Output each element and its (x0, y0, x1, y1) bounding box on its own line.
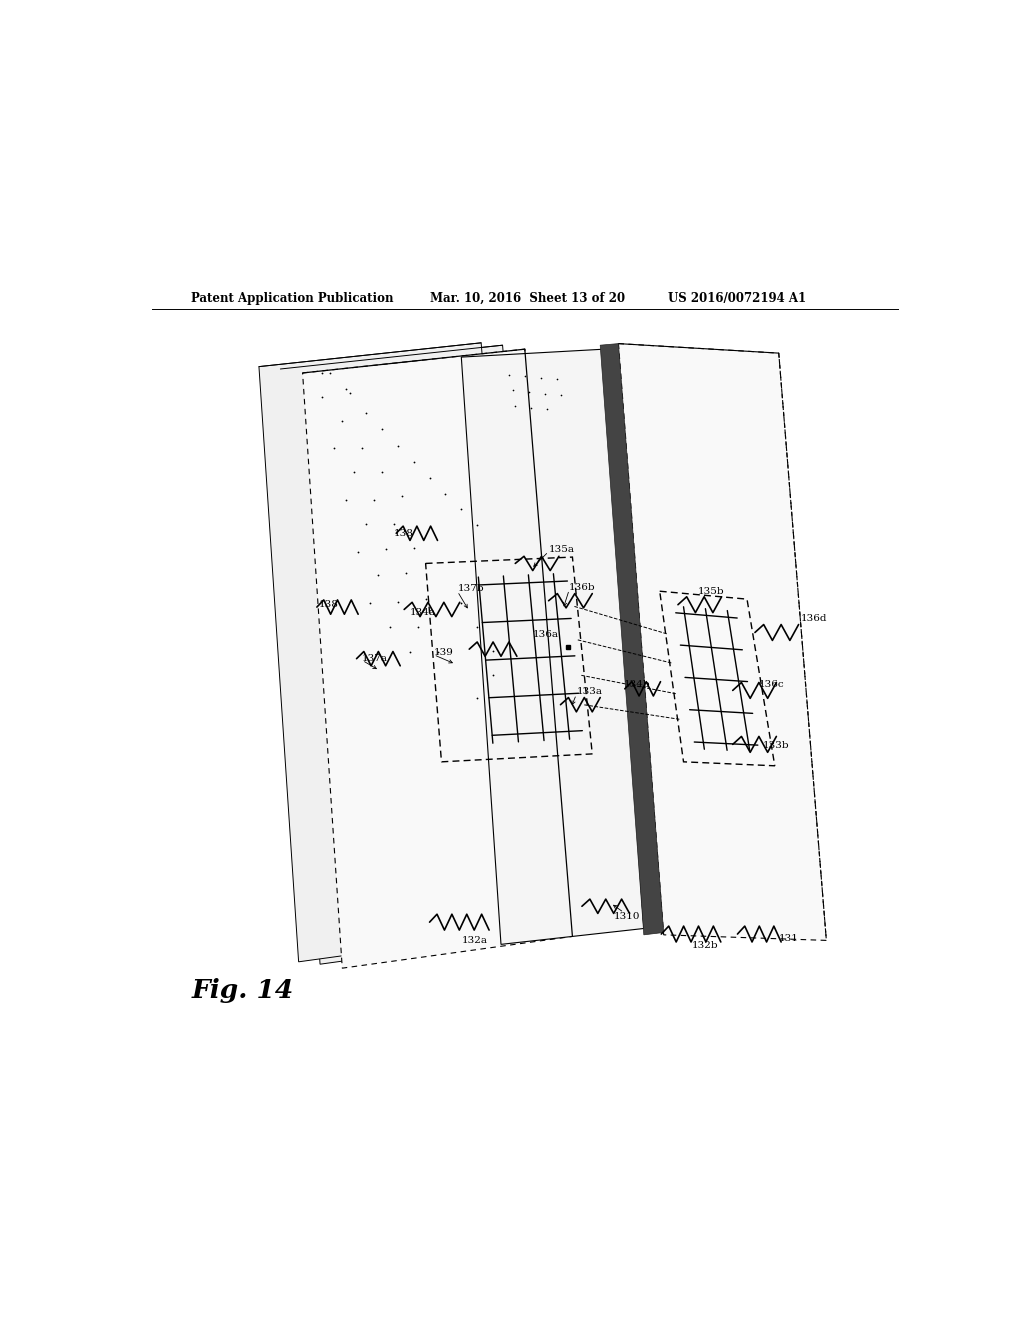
Text: US 2016/0072194 A1: US 2016/0072194 A1 (668, 292, 806, 305)
Text: Patent Application Publication: Patent Application Publication (191, 292, 394, 305)
Text: 137b: 137b (458, 585, 484, 593)
Text: 1310: 1310 (613, 912, 640, 921)
Text: 132a: 132a (461, 936, 487, 945)
Text: 138: 138 (318, 601, 338, 610)
Text: 134b: 134b (624, 680, 650, 689)
Text: 136b: 136b (568, 582, 595, 591)
Text: 133a: 133a (577, 688, 602, 697)
Text: 134a: 134a (410, 609, 436, 618)
Text: 135b: 135b (697, 586, 724, 595)
Polygon shape (461, 350, 644, 944)
Text: 131: 131 (778, 933, 799, 942)
Polygon shape (303, 350, 572, 968)
Text: 133b: 133b (763, 742, 790, 751)
Polygon shape (259, 343, 528, 962)
Text: 136c: 136c (759, 680, 784, 689)
Text: 138: 138 (394, 529, 414, 537)
Text: Fig. 14: Fig. 14 (191, 978, 294, 1003)
Polygon shape (600, 343, 664, 935)
Text: 132b: 132b (691, 941, 718, 950)
Text: 139: 139 (433, 648, 454, 657)
Polygon shape (281, 346, 550, 964)
Text: 135a: 135a (549, 545, 574, 553)
Text: 137a: 137a (362, 655, 388, 663)
Polygon shape (618, 343, 826, 940)
Text: Mar. 10, 2016  Sheet 13 of 20: Mar. 10, 2016 Sheet 13 of 20 (430, 292, 625, 305)
Text: 136a: 136a (532, 631, 559, 639)
Text: 136d: 136d (801, 615, 827, 623)
